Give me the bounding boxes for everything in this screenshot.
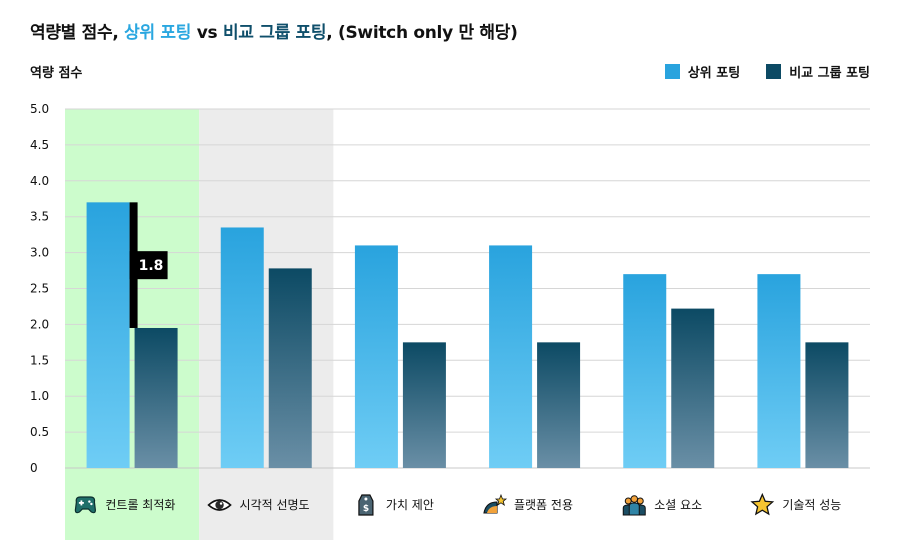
category-label-4: 소셜 요소 (622, 495, 702, 516)
category-text: 플랫폼 전용 (514, 498, 573, 512)
y-tick-label: 5.0 (30, 102, 49, 116)
annotation-box (129, 251, 168, 280)
category-text: 소셜 요소 (654, 498, 702, 512)
y-tick-label: 0.5 (30, 425, 49, 439)
y-tick-label: 1.0 (30, 389, 49, 403)
category-text: 시각적 선명도 (240, 498, 310, 512)
title-vs: vs (191, 23, 223, 43)
bar-top-2 (354, 245, 398, 468)
title-suffix: , (Switch only 만 해당) (326, 23, 518, 43)
bar-top-4 (623, 274, 667, 468)
y-tick-label: 3.0 (30, 246, 49, 260)
legend-swatch-top (664, 64, 680, 79)
category-text: 기술적 성능 (782, 498, 841, 512)
y-tick-label: 2.0 (30, 317, 49, 331)
annotation-label: 1.8 (139, 258, 164, 274)
svg-text:$: $ (363, 504, 369, 514)
legend-item-top: 상위 포팅 (664, 62, 741, 81)
category-text: 컨트롤 최적화 (105, 498, 175, 512)
legend-item-peer: 비교 그룹 포팅 (766, 62, 870, 81)
title-peer-series: 비교 그룹 포팅 (222, 23, 327, 43)
bar-top-0 (86, 202, 130, 468)
people-icon (622, 495, 646, 516)
chart-title: 역량별 점수, 상위 포팅 vs 비교 그룹 포팅, (Switch only … (30, 18, 518, 43)
title-top-series: 상위 포팅 (124, 23, 192, 43)
bar-peer-2 (402, 342, 446, 468)
bar-peer-3 (537, 342, 581, 468)
difference-annotation: 1.8 (129, 202, 168, 328)
legend-label-peer: 비교 그룹 포팅 (789, 66, 870, 81)
y-axis-label: 역량 점수 (30, 66, 83, 81)
y-tick-label: 2.5 (30, 282, 49, 296)
platform-icon (483, 493, 508, 514)
y-tick-label: 4.0 (30, 174, 49, 188)
legend-label-top: 상위 포팅 (687, 66, 741, 81)
eye-icon (207, 499, 232, 511)
bar-top-3 (489, 245, 533, 468)
y-tick-label: 3.5 (30, 210, 49, 224)
category-label-5: 기술적 성능 (750, 492, 841, 516)
title-prefix: 역량별 점수, (30, 23, 125, 43)
category-label-1: 시각적 선명도 (207, 498, 310, 512)
bar-top-1 (220, 227, 264, 468)
bar-peer-5 (805, 342, 849, 468)
category-label-3: 플랫폼 전용 (483, 493, 573, 514)
price-tag-icon: $ (358, 494, 374, 516)
y-tick-label: 4.5 (30, 138, 49, 152)
legend-swatch-peer (766, 64, 782, 79)
y-tick-label: 0 (30, 461, 38, 475)
bar-peer-0 (134, 327, 178, 468)
star-icon (750, 492, 775, 516)
bar-peer-1 (268, 268, 312, 468)
category-label-0: 컨트롤 최적화 (74, 496, 175, 514)
gamepad-icon (74, 496, 96, 514)
bar-top-5 (757, 274, 801, 468)
category-text: 가치 제안 (386, 498, 434, 512)
y-tick-label: 1.5 (30, 353, 49, 367)
legend: 상위 포팅 비교 그룹 포팅 (664, 62, 870, 81)
category-label-2: $ 가치 제안 (358, 494, 434, 516)
bar-peer-4 (671, 308, 715, 468)
